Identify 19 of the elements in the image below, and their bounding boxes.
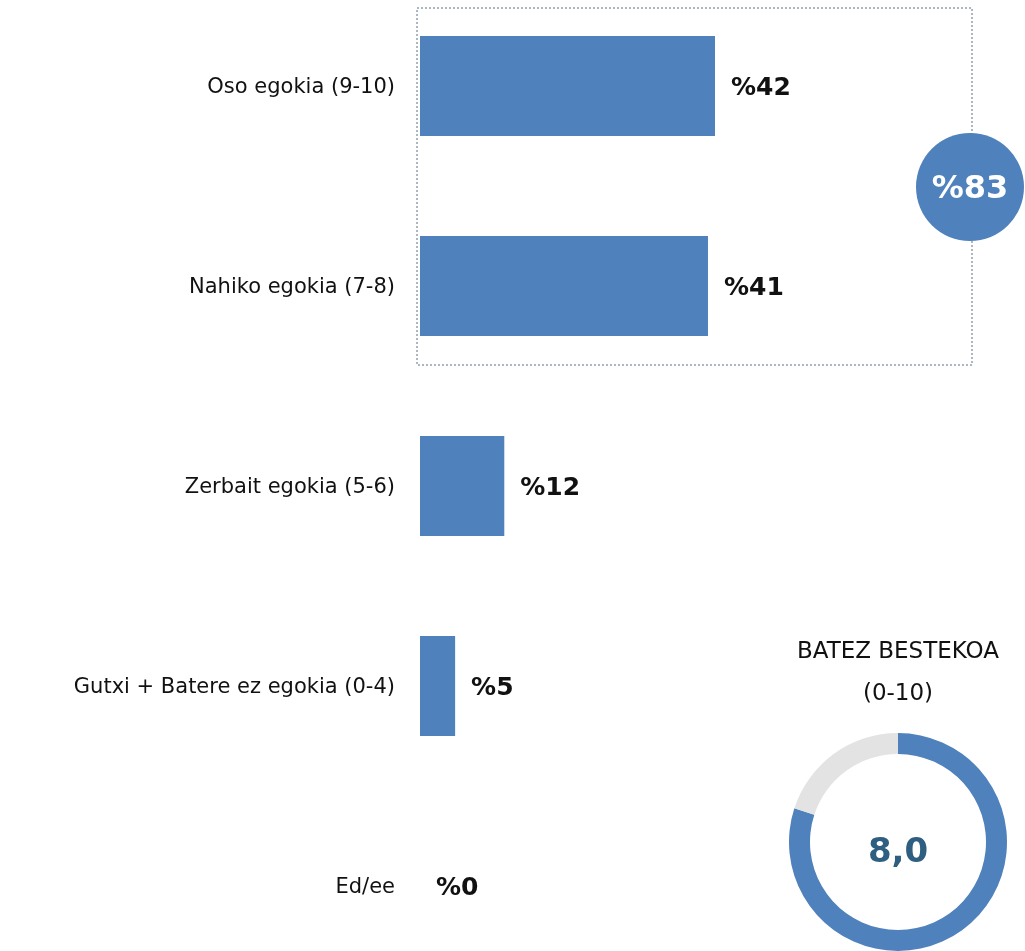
bar: [420, 236, 708, 336]
donut-slice: [789, 733, 1007, 951]
y-tick-label: Zerbait egokia (5-6): [184, 474, 395, 499]
chart-title: BATEZ BESTEKOA (0-10): [796, 637, 1000, 705]
data-label: %0: [436, 871, 479, 901]
donut-slice: [794, 733, 898, 815]
data-label: %12: [520, 471, 581, 501]
data-label: %5: [471, 671, 514, 701]
y-tick-label: Oso egokia (9-10): [207, 74, 395, 99]
bar: [420, 36, 715, 136]
bar: [420, 636, 456, 736]
y-tick-label: Ed/ee: [335, 874, 395, 899]
bar: [420, 436, 505, 536]
data-label: %42: [731, 71, 791, 101]
data-label: %41: [723, 271, 784, 301]
text: 8,0: [867, 829, 929, 870]
y-tick-label: Nahiko egokia (7-8): [189, 274, 395, 299]
text: %83: [931, 168, 1009, 207]
y-tick-label: Gutxi + Batere ez egokia (0-4): [73, 674, 395, 699]
